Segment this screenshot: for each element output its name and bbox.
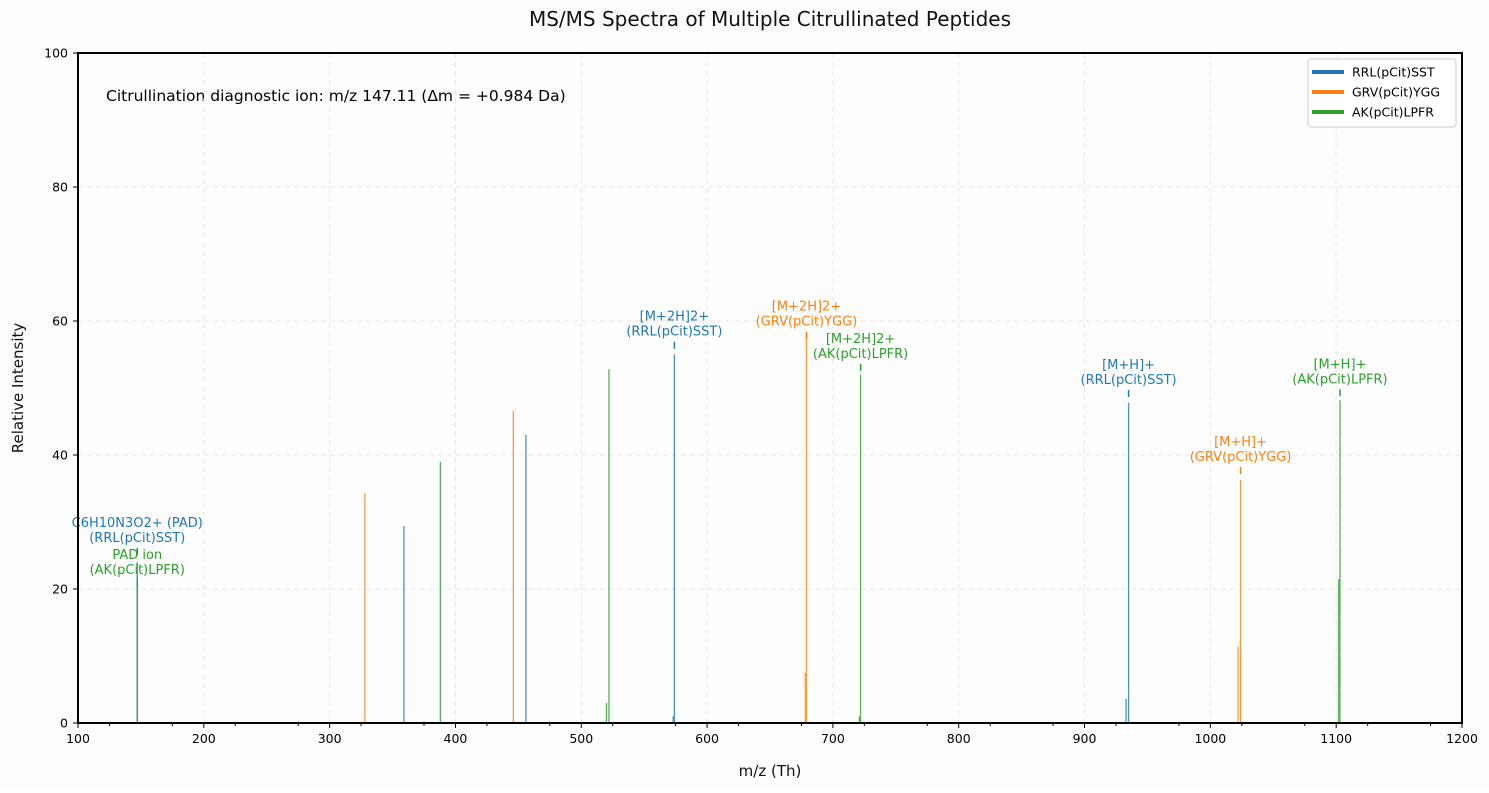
x-tick-label: 700 bbox=[821, 731, 845, 746]
x-tick-label: 100 bbox=[66, 731, 90, 746]
y-tick-label: 0 bbox=[60, 716, 68, 731]
peak-annotation-text: [M+H]+ bbox=[1214, 435, 1267, 450]
peak-annotation: [M+2H]2+(AK(pCit)LPFR) bbox=[813, 332, 908, 371]
x-tick-label: 1200 bbox=[1446, 731, 1478, 746]
peak-annotation: C6H10N3O2+ (PAD)(RRL(pCit)SST) bbox=[72, 516, 203, 556]
x-tick-label: 1100 bbox=[1320, 731, 1352, 746]
x-tick-label: 200 bbox=[192, 731, 216, 746]
peak-annotation-text: [M+2H]2+ bbox=[826, 332, 895, 347]
legend: RRL(pCit)SST GRV(pCit)YGG AK(pCit)LPFR bbox=[1307, 58, 1457, 128]
peak-annotation-text: [M+2H]2+ bbox=[772, 300, 841, 315]
y-tick-label: 20 bbox=[52, 582, 68, 597]
y-tick-label: 80 bbox=[52, 180, 68, 195]
x-tick-label: 400 bbox=[444, 731, 468, 746]
y-tick-label: 40 bbox=[52, 448, 68, 463]
x-tick-label: 900 bbox=[1073, 731, 1097, 746]
peak-annotation-text: (AK(pCit)LPFR) bbox=[1292, 372, 1387, 387]
diagnostic-annotation: Citrullination diagnostic ion: m/z 147.1… bbox=[106, 87, 566, 105]
peak-annotation-text: C6H10N3O2+ (PAD) bbox=[72, 516, 203, 531]
peak-annotation: [M+H]+(GRV(pCit)YGG) bbox=[1190, 435, 1292, 475]
x-axis-label: m/z (Th) bbox=[739, 762, 802, 780]
x-tick-label: 300 bbox=[318, 731, 342, 746]
peak-annotation: [M+H]+(AK(pCit)LPFR) bbox=[1292, 357, 1388, 397]
peak-annotation: [M+2H]2+(GRV(pCit)YGG) bbox=[756, 300, 858, 339]
x-tick-label: 600 bbox=[695, 731, 719, 746]
peak-annotation-text: (GRV(pCit)YGG) bbox=[1190, 450, 1292, 465]
peak-annotation-text: (GRV(pCit)YGG) bbox=[756, 315, 858, 330]
peak-annotation: [M+2H]2+(RRL(pCit)SST) bbox=[626, 310, 722, 349]
legend-label: GRV(pCit)YGG bbox=[1352, 85, 1440, 100]
chart-title: MS/MS Spectra of Multiple Citrullinated … bbox=[529, 7, 1011, 31]
peak-annotation-text: (RRL(pCit)SST) bbox=[89, 531, 185, 546]
legend-label: RRL(pCit)SST bbox=[1352, 65, 1435, 80]
x-tick-label: 500 bbox=[569, 731, 593, 746]
peak-annotation-text: PAD ion bbox=[112, 548, 162, 563]
plot-frame bbox=[77, 52, 1463, 724]
peak-annotation-text: [M+H]+ bbox=[1102, 358, 1155, 373]
y-axis-label: Relative Intensity bbox=[9, 323, 27, 454]
peak-annotation-text: (RRL(pCit)SST) bbox=[626, 325, 722, 340]
peak-annotation-text: [M+H]+ bbox=[1313, 357, 1366, 372]
x-tick-label: 1000 bbox=[1194, 731, 1226, 746]
peak-annotation-text: [M+2H]2+ bbox=[640, 310, 709, 325]
peak-annotation-text: (RRL(pCit)SST) bbox=[1081, 373, 1177, 388]
legend-label: AK(pCit)LPFR bbox=[1352, 105, 1434, 120]
x-tick-label: 800 bbox=[947, 731, 971, 746]
peak-annotation: PAD ion(AK(pCit)LPFR) bbox=[90, 548, 185, 588]
peak-annotation-text: (AK(pCit)LPFR) bbox=[90, 563, 185, 578]
peak-annotation: [M+H]+(RRL(pCit)SST) bbox=[1081, 358, 1177, 397]
y-tick-label: 60 bbox=[52, 314, 68, 329]
peak-annotation-text: (AK(pCit)LPFR) bbox=[813, 347, 908, 362]
legend-box bbox=[1307, 58, 1457, 128]
y-tick-label: 100 bbox=[44, 46, 68, 61]
